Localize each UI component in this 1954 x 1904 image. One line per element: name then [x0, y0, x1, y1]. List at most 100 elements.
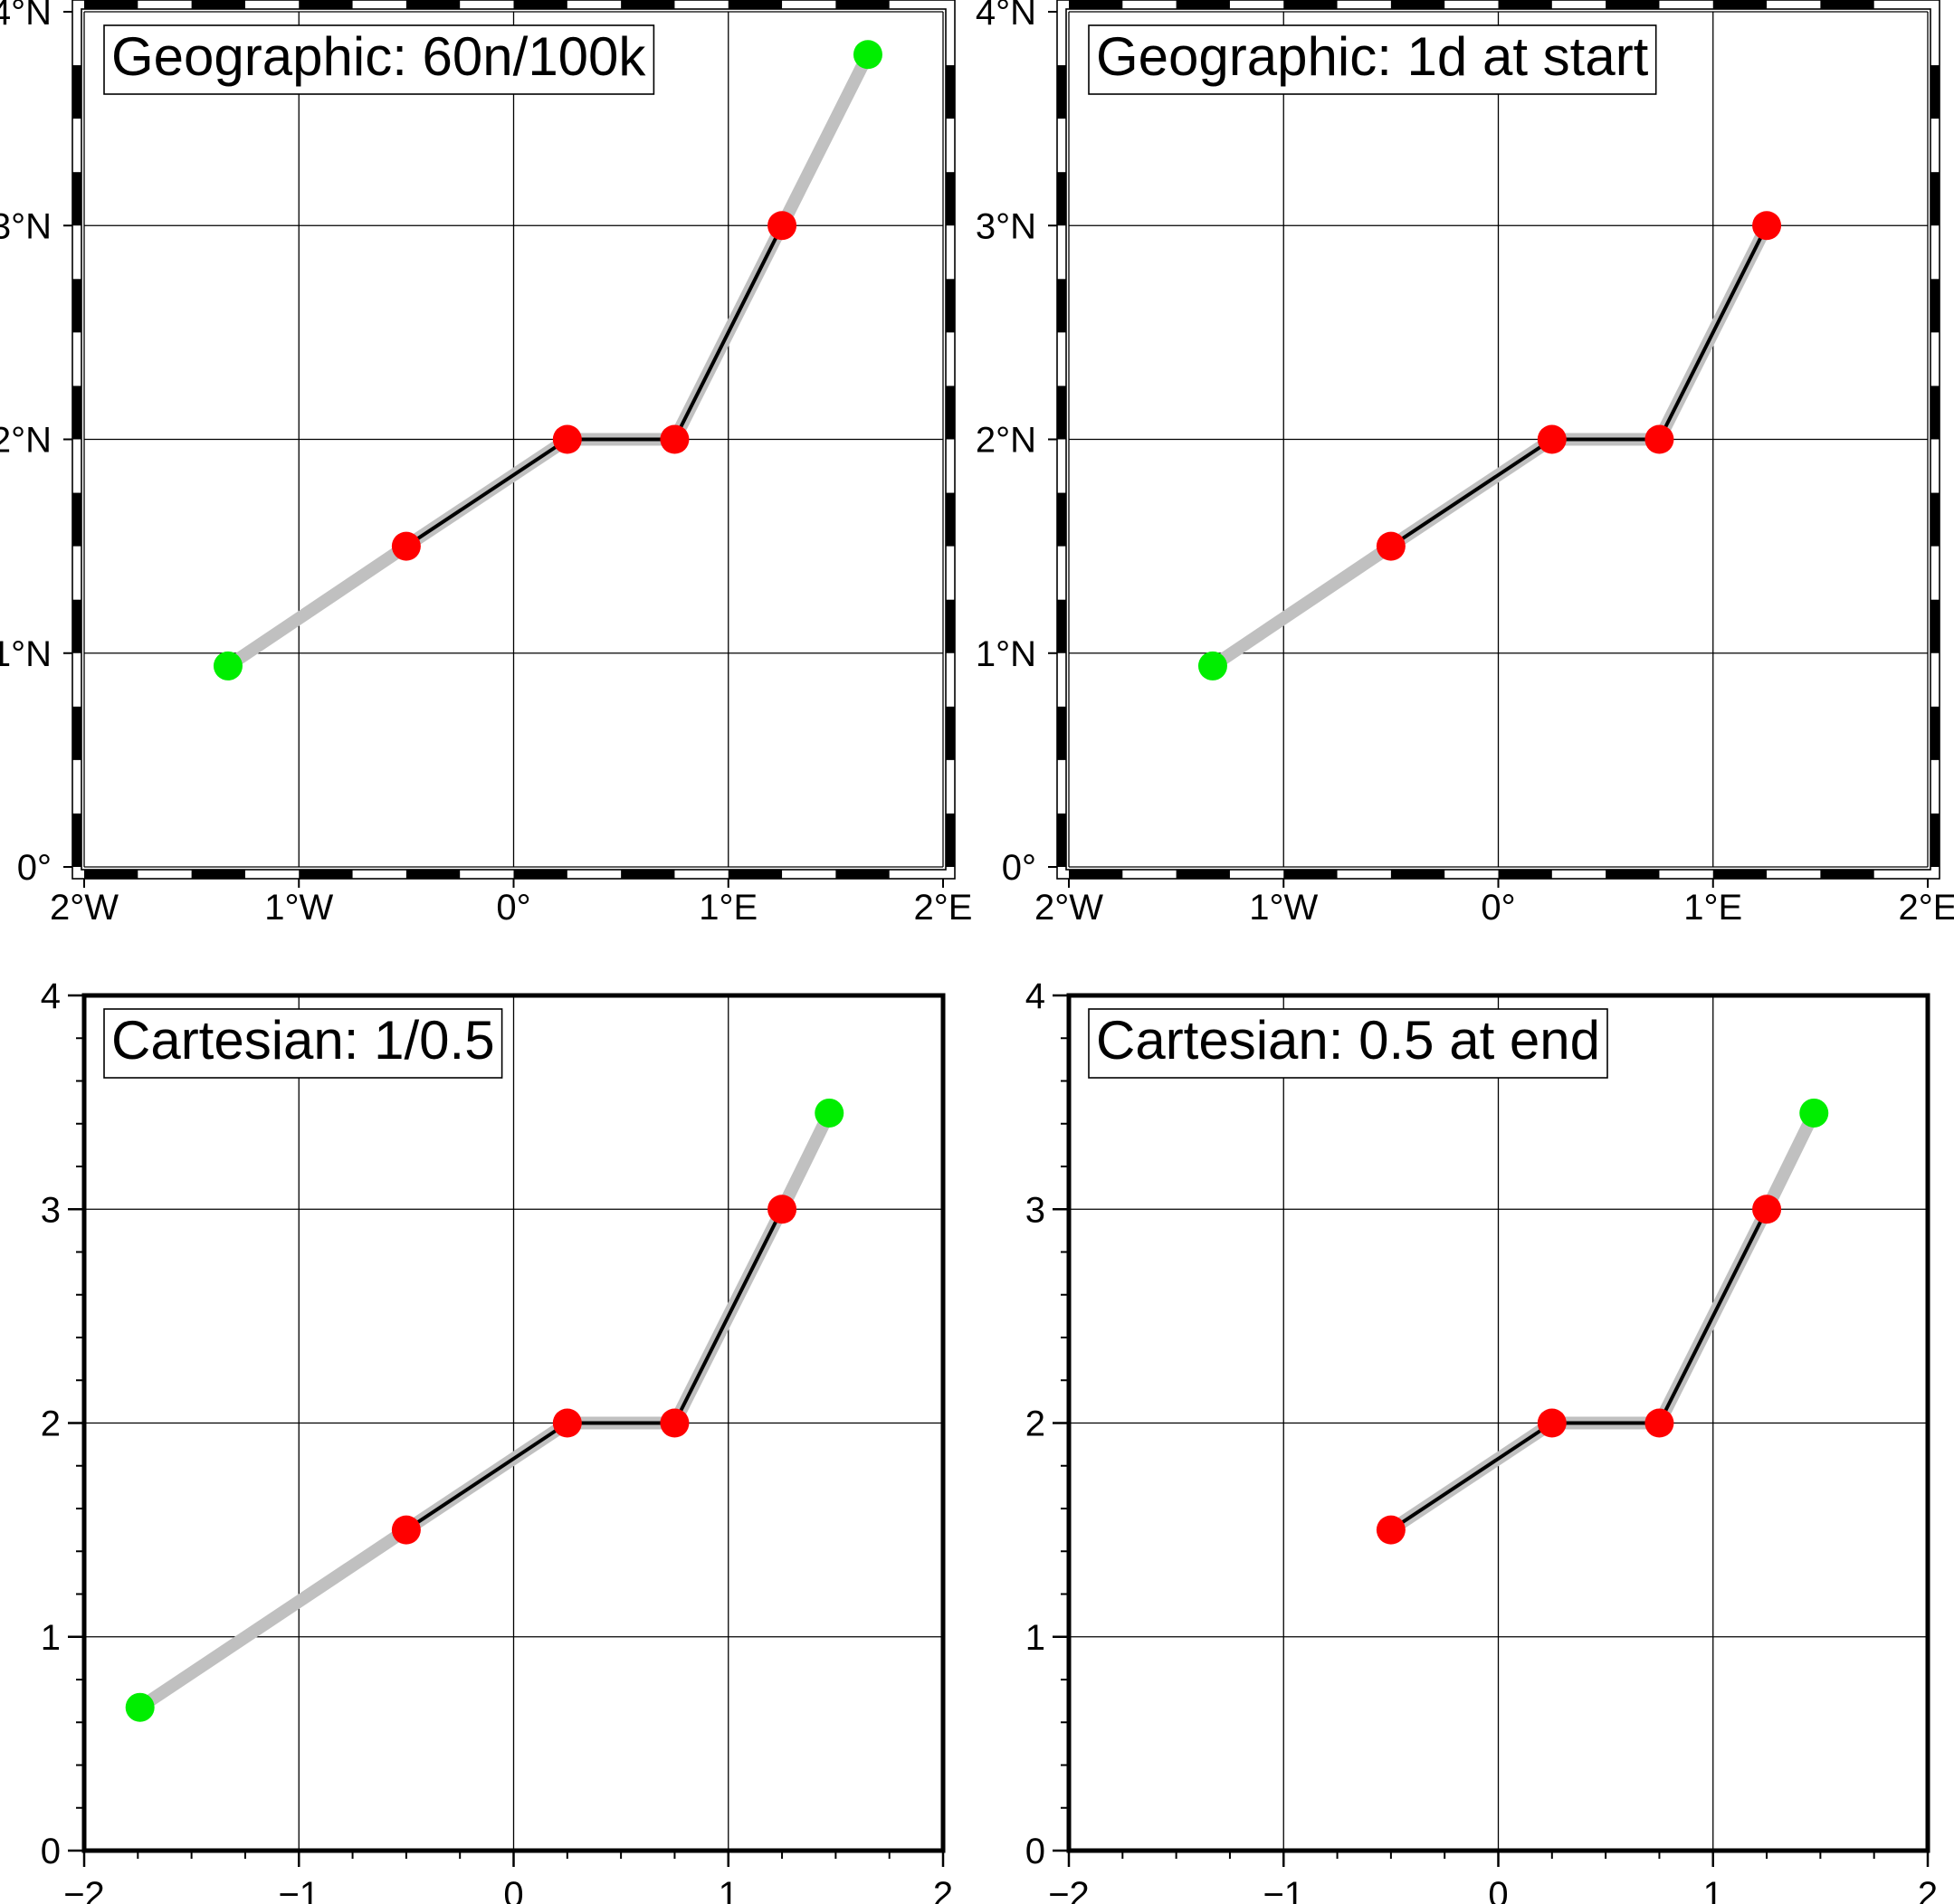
- frame-segment: [72, 706, 81, 760]
- frame-segment: [1057, 65, 1066, 119]
- original-point: [1376, 531, 1406, 561]
- frame-segment: [835, 0, 890, 9]
- frame-segment: [728, 0, 783, 9]
- frame-segment: [1930, 65, 1940, 119]
- frame-segment: [84, 0, 138, 9]
- frame-segment: [946, 706, 955, 760]
- original-point: [1537, 424, 1567, 454]
- extended-point: [853, 40, 882, 70]
- frame-segment: [946, 65, 955, 119]
- frame-segment: [72, 172, 81, 226]
- x-tick-label: 1°E: [1683, 888, 1742, 928]
- y-tick-label: 2°N: [976, 421, 1036, 461]
- frame-segment: [1930, 706, 1940, 760]
- frame-segment: [1820, 870, 1874, 879]
- frame-segment: [1930, 492, 1940, 547]
- frame-segment: [621, 0, 675, 9]
- frame-segment: [1057, 492, 1066, 547]
- extended-point: [125, 1692, 155, 1722]
- x-tick-label: −1: [1263, 1875, 1304, 1904]
- y-tick-label: 2°N: [0, 421, 52, 461]
- y-tick-label: 4: [41, 976, 61, 1016]
- frame-segment: [1057, 386, 1066, 440]
- frame-segment: [946, 172, 955, 226]
- original-point: [1376, 1515, 1406, 1545]
- extended-point: [213, 651, 243, 681]
- frame-segment: [1930, 813, 1940, 867]
- original-point: [660, 424, 690, 454]
- panel-title: Geographic: 1d at start: [1096, 26, 1649, 87]
- original-path-line: [405, 224, 784, 548]
- y-tick-label: 0: [41, 1832, 61, 1871]
- y-tick-label: 3: [41, 1190, 61, 1230]
- frame-segment: [946, 813, 955, 867]
- frame-segment: [1057, 279, 1066, 333]
- frame-segment: [1606, 870, 1660, 879]
- original-point: [1752, 1195, 1782, 1224]
- original-point: [767, 1195, 797, 1224]
- frame-segment: [1390, 0, 1445, 9]
- original-point: [1537, 1408, 1567, 1438]
- frame-segment: [621, 870, 675, 879]
- y-tick-label: 4°N: [0, 0, 52, 33]
- original-point: [391, 1515, 421, 1545]
- frame-segment: [1820, 0, 1874, 9]
- extended-point: [815, 1098, 844, 1128]
- frame-segment: [1176, 0, 1230, 9]
- panel-title-box: [1088, 24, 1657, 95]
- panel-title-box: [1088, 1008, 1608, 1079]
- frame-segment: [1057, 813, 1066, 867]
- y-tick-label: 3°N: [0, 206, 52, 246]
- x-tick-label: 0: [503, 1875, 523, 1904]
- y-tick-label: 1: [41, 1618, 61, 1658]
- x-tick-label: 0°: [496, 888, 530, 928]
- chart-panel-1: 2°W 1°W 0° 1°E 2°E 0° 1°N 2°N 3°N 4°N Geographic: …: [0, 0, 972, 928]
- frame-segment: [946, 492, 955, 547]
- extended-point: [1799, 1098, 1829, 1128]
- frame-segment: [1712, 0, 1768, 9]
- frame-segment: [1930, 599, 1940, 653]
- frame-segment: [1930, 386, 1940, 440]
- original-path-line: [1389, 1208, 1768, 1532]
- x-tick-label: 2°W: [1034, 888, 1103, 928]
- panel-title-box: [103, 1008, 503, 1079]
- frame-segment: [1057, 172, 1066, 226]
- original-path-line: [405, 1208, 784, 1532]
- x-tick-label: 0°: [1481, 888, 1515, 928]
- original-point: [1644, 424, 1674, 454]
- y-tick-label: 2: [1025, 1404, 1045, 1444]
- frame-segment: [1283, 870, 1338, 879]
- original-path-line: [1389, 224, 1768, 548]
- frame-segment: [1176, 870, 1230, 879]
- extended-point: [1197, 651, 1227, 681]
- extended-path-line: [224, 52, 874, 671]
- y-tick-label: 1°N: [976, 634, 1036, 674]
- x-tick-label: 2: [1918, 1875, 1938, 1904]
- frame-segment: [72, 65, 81, 119]
- x-tick-label: −2: [63, 1875, 105, 1904]
- frame-segment: [405, 0, 461, 9]
- frame-segment: [835, 870, 890, 879]
- frame-segment: [405, 870, 461, 879]
- original-point: [552, 1408, 582, 1438]
- y-tick-label: 4°N: [976, 0, 1036, 33]
- x-tick-label: −1: [278, 1875, 319, 1904]
- y-tick-label: 3°N: [976, 206, 1036, 246]
- x-tick-label: 1: [719, 1875, 739, 1904]
- original-point: [1644, 1408, 1674, 1438]
- original-point: [1752, 211, 1782, 241]
- frame-segment: [72, 492, 81, 547]
- x-tick-label: 2: [933, 1875, 953, 1904]
- frame-segment: [1283, 0, 1338, 9]
- frame-segment: [1069, 870, 1123, 879]
- y-tick-label: 3: [1025, 1190, 1045, 1230]
- x-tick-label: 1°E: [699, 888, 758, 928]
- frame-segment: [1498, 0, 1552, 9]
- frame-segment: [72, 813, 81, 867]
- original-point: [660, 1408, 690, 1438]
- original-point: [391, 531, 421, 561]
- frame-segment: [299, 0, 353, 9]
- frame-segment: [84, 870, 138, 879]
- frame-segment: [1069, 0, 1123, 9]
- frame-segment: [72, 279, 81, 333]
